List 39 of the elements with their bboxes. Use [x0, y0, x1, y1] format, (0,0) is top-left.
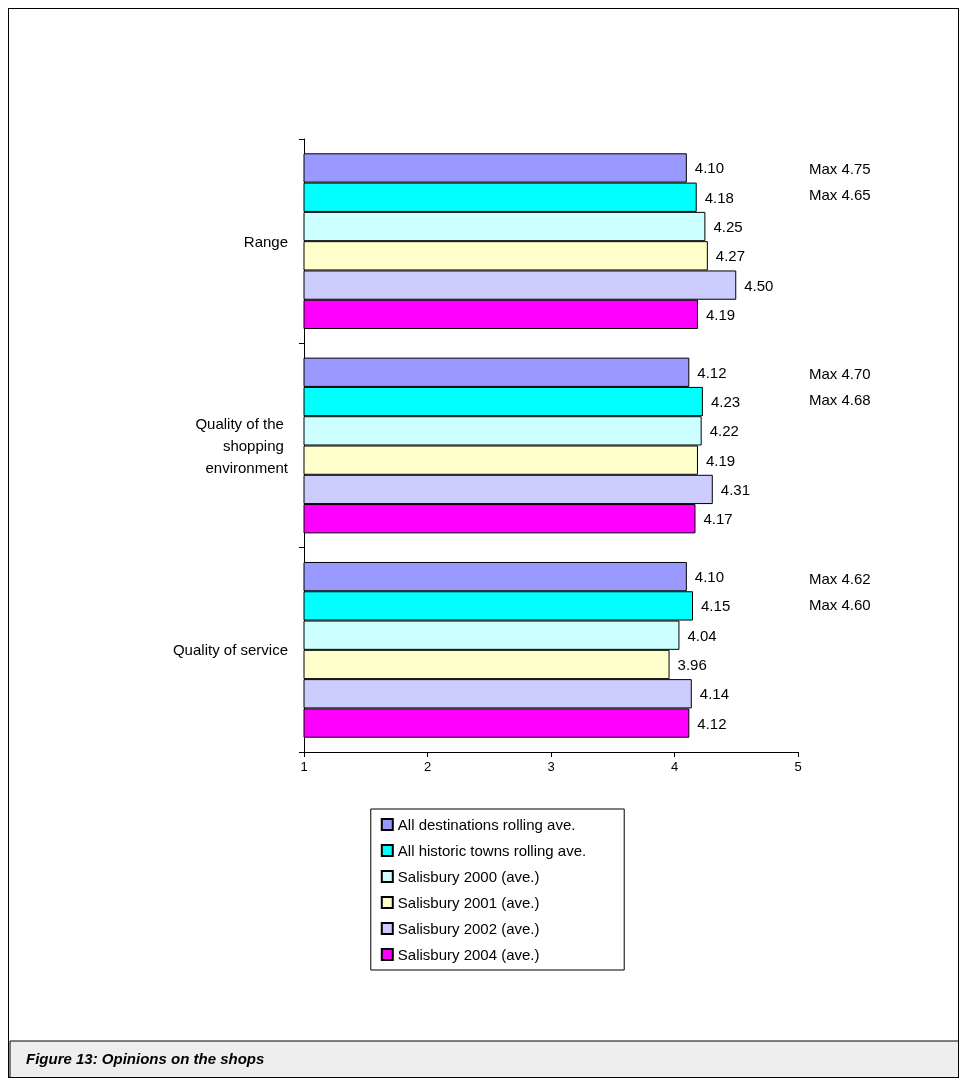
text: Max 4.62 [809, 570, 871, 587]
data-label: 4.31 [720, 480, 750, 498]
x-tick-label: 2 [423, 759, 432, 774]
legend-label: All destinations rolling ave. [397, 816, 576, 833]
text: Max 4.60 [809, 596, 871, 613]
text: Max 4.68 [809, 391, 871, 408]
data-label: 4.19 [705, 305, 736, 323]
text: Max 4.75 [809, 160, 871, 177]
data-label: 4.14 [699, 685, 729, 703]
data-label: 4.12 [697, 363, 727, 381]
data-label: 4.23 [710, 393, 741, 411]
text: Max 4.70 [809, 365, 871, 382]
data-label: 3.96 [677, 655, 707, 673]
data-label: 4.10 [694, 568, 725, 586]
data-label: 4.27 [715, 247, 746, 265]
data-label: 4.25 [713, 218, 743, 236]
text: Max 4.65 [809, 186, 871, 203]
x-tick-label: 5 [794, 759, 802, 774]
data-label: 4.22 [709, 422, 739, 440]
y-tick-label: Quality of the shopping environment [195, 415, 289, 476]
data-label: 4.04 [687, 626, 717, 644]
data-label: 4.17 [703, 510, 733, 528]
legend-label: Salisbury 2001 (ave.) [397, 894, 540, 911]
data-label: 4.19 [705, 451, 736, 469]
x-tick-label: 3 [547, 759, 555, 774]
legend-label: Salisbury 2002 (ave.) [397, 920, 540, 937]
y-tick-label: Range [243, 232, 288, 250]
y-tick-label: Quality of service [172, 641, 288, 659]
data-label: 4.15 [701, 597, 731, 615]
data-label: 4.12 [697, 714, 727, 732]
legend-label: All historic towns rolling ave. [397, 842, 587, 859]
x-tick-label: 4 [670, 759, 679, 774]
x-tick-label: 1 [300, 759, 308, 774]
data-label: 4.10 [694, 159, 725, 177]
data-label: 4.18 [704, 188, 734, 206]
legend-label: Salisbury 2000 (ave.) [397, 868, 540, 885]
text: Figure 13: Opinions on the shops [26, 1050, 265, 1067]
legend-label: Salisbury 2004 (ave.) [397, 946, 540, 963]
data-label: 4.50 [744, 276, 774, 294]
